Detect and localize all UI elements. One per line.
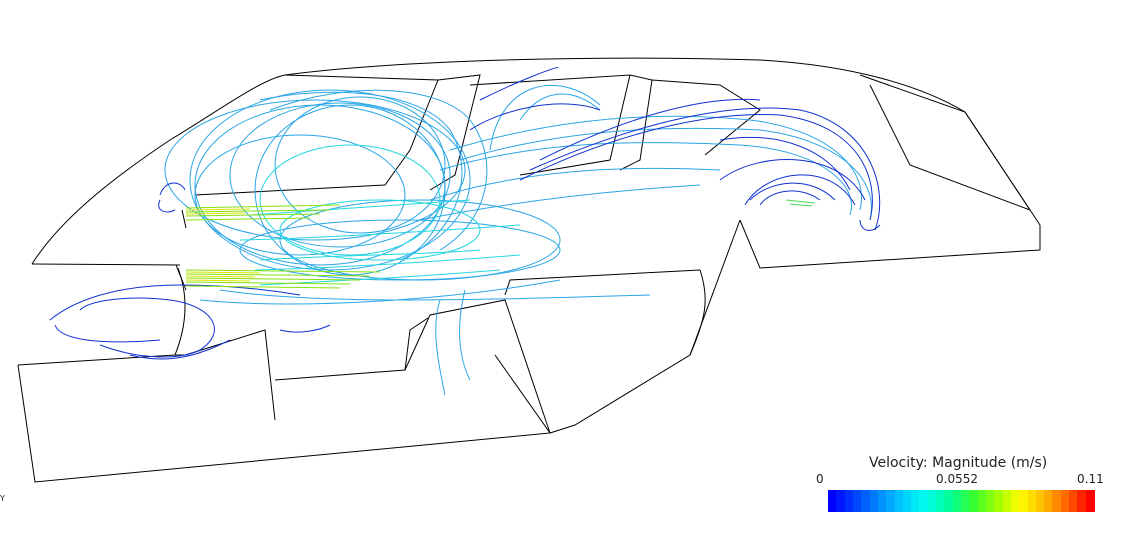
- velocity-colorbar: [828, 490, 1095, 512]
- colorbar-swatch: [936, 490, 945, 512]
- cabin-wireframe: [17, 57, 1041, 483]
- colorbar-swatch: [1035, 490, 1045, 512]
- colorbar-swatch: [994, 490, 1004, 512]
- colorbar-swatch: [977, 490, 987, 512]
- colorbar-swatch: [852, 490, 862, 512]
- colorbar-swatch: [952, 490, 962, 512]
- colorbar-swatch: [902, 490, 912, 512]
- colorbar-swatch: [844, 490, 854, 512]
- legend-tick-min: 0: [816, 472, 824, 486]
- colorbar-swatch: [1044, 490, 1053, 512]
- colorbar-swatch: [1085, 490, 1095, 512]
- colorbar-swatch: [877, 490, 887, 512]
- colorbar-swatch: [894, 490, 904, 512]
- colorbar-swatch: [944, 490, 954, 512]
- colorbar-swatch: [861, 490, 871, 512]
- legend-tick-max: 0.11: [1077, 472, 1104, 486]
- colorbar-swatch: [911, 490, 920, 512]
- colorbar-swatch: [1010, 490, 1020, 512]
- colorbar-swatch: [869, 490, 879, 512]
- colorbar-swatch: [969, 490, 979, 512]
- colorbar-swatch: [985, 490, 995, 512]
- colorbar-swatch: [927, 490, 937, 512]
- colorbar-swatch: [886, 490, 896, 512]
- colorbar-swatch: [919, 490, 929, 512]
- colorbar-swatch: [1060, 490, 1070, 512]
- legend-title: Velocity: Magnitude (m/s): [869, 455, 1048, 471]
- axis-triad-label: Y: [0, 494, 5, 503]
- colorbar-swatch: [1027, 490, 1037, 512]
- colorbar-swatch: [1069, 490, 1078, 512]
- colorbar-swatch: [961, 490, 970, 512]
- colorbar-swatch: [1077, 490, 1087, 512]
- legend-tick-mid: 0.0552: [936, 472, 978, 486]
- colorbar-swatch: [1002, 490, 1012, 512]
- colorbar-swatch: [1052, 490, 1062, 512]
- colorbar-swatch: [836, 490, 846, 512]
- colorbar-swatch: [828, 490, 837, 512]
- streamlines: [49, 67, 881, 396]
- colorbar-swatch: [1019, 490, 1029, 512]
